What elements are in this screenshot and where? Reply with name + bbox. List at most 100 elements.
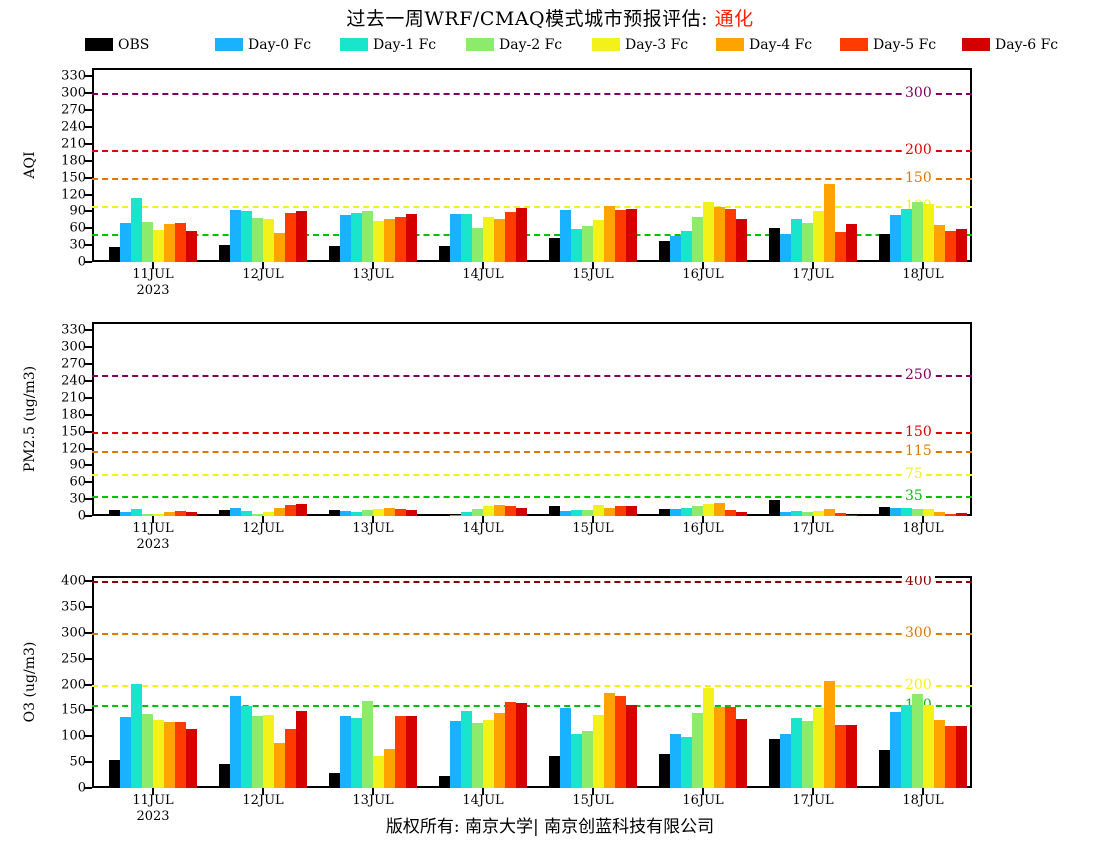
x-tick-mark (152, 516, 154, 523)
x-tick-mark (372, 262, 374, 269)
bar (142, 713, 153, 788)
bar (615, 209, 626, 262)
y-tick-mark (85, 735, 92, 738)
y-tick-label: 240 (61, 119, 86, 135)
bar (142, 513, 153, 516)
bar (516, 703, 527, 788)
bar (703, 202, 714, 262)
y-tick-mark (85, 176, 92, 179)
x-tick-mark (152, 788, 154, 795)
y-tick-mark (85, 92, 92, 95)
bar (186, 231, 197, 262)
x-tick-label: 15JUL (572, 793, 614, 808)
threshold-line-150 (92, 177, 972, 180)
bar (274, 742, 285, 788)
bar (373, 756, 384, 788)
legend-swatch-icon (962, 38, 990, 51)
x-tick-label: 12JUL (242, 521, 284, 536)
bar (923, 705, 934, 788)
x-tick-mark (922, 262, 924, 269)
bar (230, 695, 241, 788)
bar (956, 229, 967, 262)
bar (879, 507, 890, 516)
bar (329, 510, 340, 516)
bar (109, 510, 120, 516)
bar (351, 717, 362, 788)
y-tick-mark (85, 126, 92, 129)
x-tick-mark (372, 788, 374, 795)
page-title: 过去一周WRF/CMAQ模式城市预报评估: 通化 (0, 4, 1100, 31)
y-tick-label: 150 (61, 170, 86, 186)
bar (516, 507, 527, 516)
bar (329, 773, 340, 788)
bar (263, 218, 274, 262)
y-tick-mark (85, 413, 92, 416)
bar (923, 508, 934, 516)
y-tick-mark (85, 481, 92, 484)
y-tick-mark (85, 380, 92, 383)
bar (120, 222, 131, 262)
legend-swatch-icon (716, 38, 744, 51)
bar (131, 198, 142, 262)
bar (945, 514, 956, 516)
bar (340, 510, 351, 516)
bar (131, 509, 142, 516)
legend-item-day-6-fc: Day-6 Fc (962, 34, 1058, 53)
bar (109, 760, 120, 788)
y-tick-mark (85, 580, 92, 583)
x-tick-label: 15JUL (572, 521, 614, 536)
bar (890, 712, 901, 788)
y-axis-label: O3 (ug/m3) (22, 641, 38, 723)
y-tick-label: 250 (61, 651, 86, 667)
bar (340, 716, 351, 788)
threshold-line-150 (92, 431, 972, 434)
y-axis-label: PM2.5 (ug/m3) (22, 365, 38, 473)
legend-swatch-icon (840, 38, 868, 51)
bar (351, 512, 362, 516)
bar (824, 183, 835, 262)
threshold-line-250 (92, 375, 972, 378)
bar (164, 224, 175, 262)
x-tick-label: 18JUL (902, 521, 944, 536)
bar (472, 509, 483, 516)
chart-panel-aqi: 50100150200300AQI03060901201501802102402… (22, 68, 972, 298)
bar (604, 692, 615, 788)
bar (571, 734, 582, 788)
y-tick-mark (85, 498, 92, 501)
x-tick-mark (482, 262, 484, 269)
bar (395, 715, 406, 788)
bar (670, 734, 681, 788)
bar (659, 754, 670, 788)
bar (571, 510, 582, 516)
threshold-line-300 (92, 93, 972, 96)
bar (725, 707, 736, 788)
bar (604, 508, 615, 516)
bar (395, 217, 406, 262)
bar (560, 707, 571, 788)
legend-label: Day-0 Fc (248, 36, 312, 53)
bar (120, 511, 131, 516)
bar (549, 755, 560, 788)
bar (186, 729, 197, 788)
x-tick-mark (812, 788, 814, 795)
x-tick-mark (262, 788, 264, 795)
legend-item-day-2-fc: Day-2 Fc (466, 34, 562, 53)
threshold-label-400: 400 (902, 576, 935, 590)
plot-frame (92, 576, 972, 788)
threshold-line-35 (92, 496, 972, 499)
bar (296, 210, 307, 262)
x-tick-mark (922, 788, 924, 795)
y-tick-label: 210 (61, 136, 86, 152)
bar (703, 688, 714, 788)
y-tick-mark (85, 515, 92, 517)
x-axis-year-label: 2023 (136, 809, 170, 824)
bar (329, 246, 340, 262)
x-tick-label: 13JUL (352, 793, 394, 808)
bar (769, 500, 780, 516)
bar (714, 706, 725, 788)
bar (285, 212, 296, 262)
threshold-line-160 (92, 705, 972, 708)
x-tick-label: 11JUL (132, 521, 174, 536)
y-tick-label: 200 (61, 677, 86, 693)
bar (340, 214, 351, 262)
